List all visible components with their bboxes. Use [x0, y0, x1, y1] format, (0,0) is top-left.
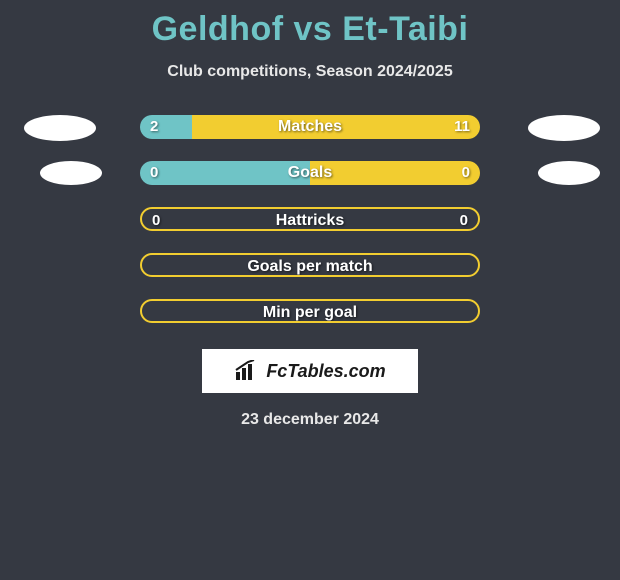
stat-row: Min per goal — [0, 299, 620, 345]
stat-label: Min per goal — [142, 301, 478, 323]
player-avatar-left — [24, 115, 96, 141]
stat-value-right: 0 — [450, 209, 478, 231]
stat-value-right: 11 — [444, 115, 480, 139]
player-avatar-right — [538, 161, 600, 185]
stats-container: 2 11 Matches 0 0 Goals 0 0 Hattricks Goa… — [0, 115, 620, 345]
player-avatar-left — [40, 161, 102, 185]
logo-text: FcTables.com — [266, 361, 385, 382]
subtitle: Club competitions, Season 2024/2025 — [0, 63, 620, 81]
stat-row: 0 0 Goals — [0, 161, 620, 207]
logo: FcTables.com — [202, 349, 418, 393]
stat-value-left: 2 — [140, 115, 168, 139]
stat-label: Goals per match — [142, 255, 478, 277]
player-avatar-right — [528, 115, 600, 141]
stat-row: 2 11 Matches — [0, 115, 620, 161]
stat-bar: 2 11 Matches — [140, 115, 480, 139]
stat-value-left: 0 — [142, 209, 170, 231]
stat-row: 0 0 Hattricks — [0, 207, 620, 253]
stat-row: Goals per match — [0, 253, 620, 299]
date-label: 23 december 2024 — [0, 411, 620, 429]
stat-bar: Goals per match — [140, 253, 480, 277]
stat-value-left: 0 — [140, 161, 168, 185]
chart-icon — [234, 360, 260, 382]
page-title: Geldhof vs Et-Taibi — [0, 0, 620, 49]
stat-bar: 0 0 Hattricks — [140, 207, 480, 231]
stat-bar: 0 0 Goals — [140, 161, 480, 185]
stat-bar: Min per goal — [140, 299, 480, 323]
stat-label: Hattricks — [142, 209, 478, 231]
stat-bar-right — [192, 115, 480, 139]
stat-value-right: 0 — [452, 161, 480, 185]
